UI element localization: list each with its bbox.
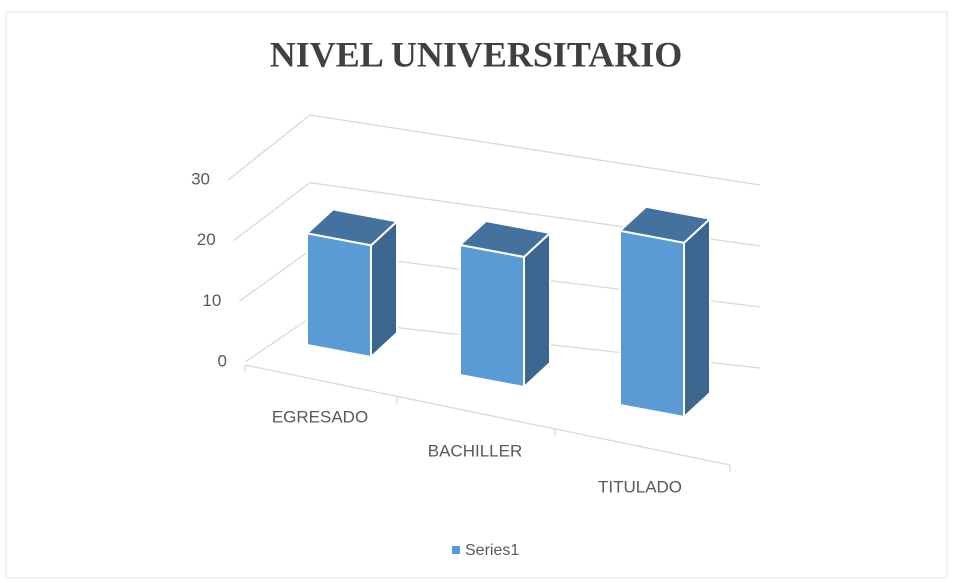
- x-tick-label: TITULADO: [598, 477, 682, 496]
- legend-swatch: [452, 546, 460, 554]
- bar-front: [306, 232, 372, 359]
- chart-border: [5, 11, 948, 579]
- chart-title: NIVEL UNIVERSITARIO: [270, 34, 682, 74]
- bar: [457, 219, 553, 390]
- bar-front: [619, 229, 685, 419]
- bar: [617, 205, 713, 420]
- legend-label: Series1: [465, 542, 519, 559]
- y-tick-label: 10: [202, 291, 221, 310]
- grid-line: [227, 114, 761, 186]
- y-tick-label: 0: [218, 351, 227, 370]
- x-tick-label: BACHILLER: [428, 441, 522, 460]
- bar-side: [523, 230, 551, 390]
- x-axis: [244, 364, 731, 466]
- y-tick-label: 30: [191, 169, 210, 188]
- bar: [304, 208, 400, 360]
- x-tick-label: EGRESADO: [272, 407, 368, 426]
- bar-side: [683, 216, 711, 420]
- bar-front: [459, 243, 525, 389]
- y-tick-label: 20: [197, 230, 216, 249]
- grid-line: [233, 181, 761, 247]
